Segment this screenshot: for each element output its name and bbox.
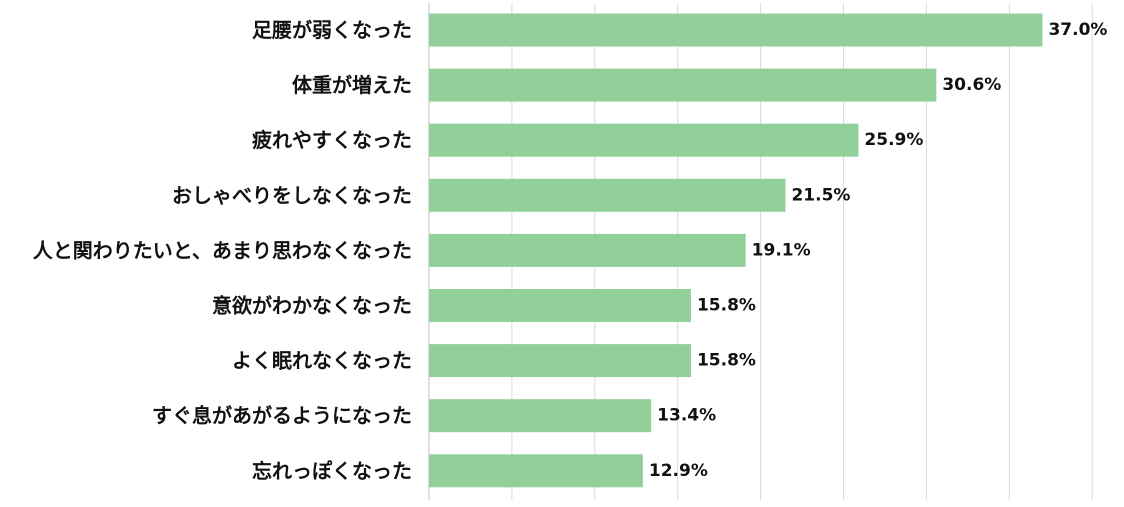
bar: [429, 454, 643, 488]
data-label: 15.8%: [697, 351, 756, 371]
category-label: おしゃべりをしなくなった: [172, 183, 412, 207]
category-label: よく眠れなくなった: [232, 349, 412, 373]
data-label: 25.9%: [864, 130, 923, 150]
category-label: 人と関わりたいと、あまり思わなくなった: [33, 238, 412, 262]
data-label: 21.5%: [791, 185, 850, 205]
bar: [429, 399, 652, 433]
data-label: 12.9%: [649, 461, 708, 481]
data-label: 30.6%: [942, 75, 1001, 95]
data-label: 19.1%: [752, 240, 811, 260]
category-label: 意欲がわかなくなった: [212, 294, 412, 318]
bar: [429, 233, 746, 267]
category-labels: 足腰が弱くなった体重が増えた疲れやすくなったおしゃべりをしなくなった人と関わりた…: [33, 18, 412, 483]
category-label: 体重が増えた: [292, 73, 412, 97]
category-label: 疲れやすくなった: [252, 128, 412, 152]
bar: [429, 123, 859, 157]
bar: [429, 344, 691, 378]
bar: [429, 13, 1043, 47]
category-label: すぐ息があがるようになった: [152, 404, 412, 428]
data-label: 15.8%: [697, 296, 756, 316]
data-label: 13.4%: [657, 406, 716, 426]
category-label: 足腰が弱くなった: [252, 18, 412, 42]
bars: [429, 13, 1043, 488]
bar: [429, 68, 937, 102]
value-labels: 37.0% 30.6% 25.9% 21.5% 19.1% 15.8% 15.8% 13.4%…: [649, 20, 1108, 481]
category-label: 忘れっぽくなった: [252, 459, 412, 483]
data-label: 37.0%: [1048, 20, 1107, 40]
bar: [429, 289, 691, 322]
bar: [429, 178, 786, 212]
